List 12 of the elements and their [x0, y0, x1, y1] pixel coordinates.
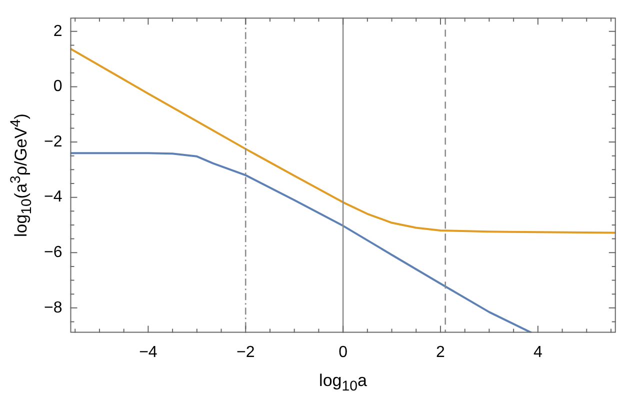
x-tick-label: −4 [139, 344, 158, 361]
y-tick-label: −6 [44, 244, 62, 262]
x-tick-label: 2 [436, 344, 446, 361]
x-tick-label: −2 [236, 344, 255, 361]
x-tick-label: 0 [338, 344, 348, 361]
x-axis-title: log$_{10}$a [319, 370, 367, 394]
y-tick-label: −2 [44, 133, 62, 150]
y-tick-label: 0 [53, 78, 62, 96]
y-tick-label: 2 [53, 22, 62, 40]
y-tick-label: −4 [44, 188, 62, 206]
y-tick-label: −8 [44, 299, 62, 316]
x-tick-label: 4 [533, 344, 542, 361]
